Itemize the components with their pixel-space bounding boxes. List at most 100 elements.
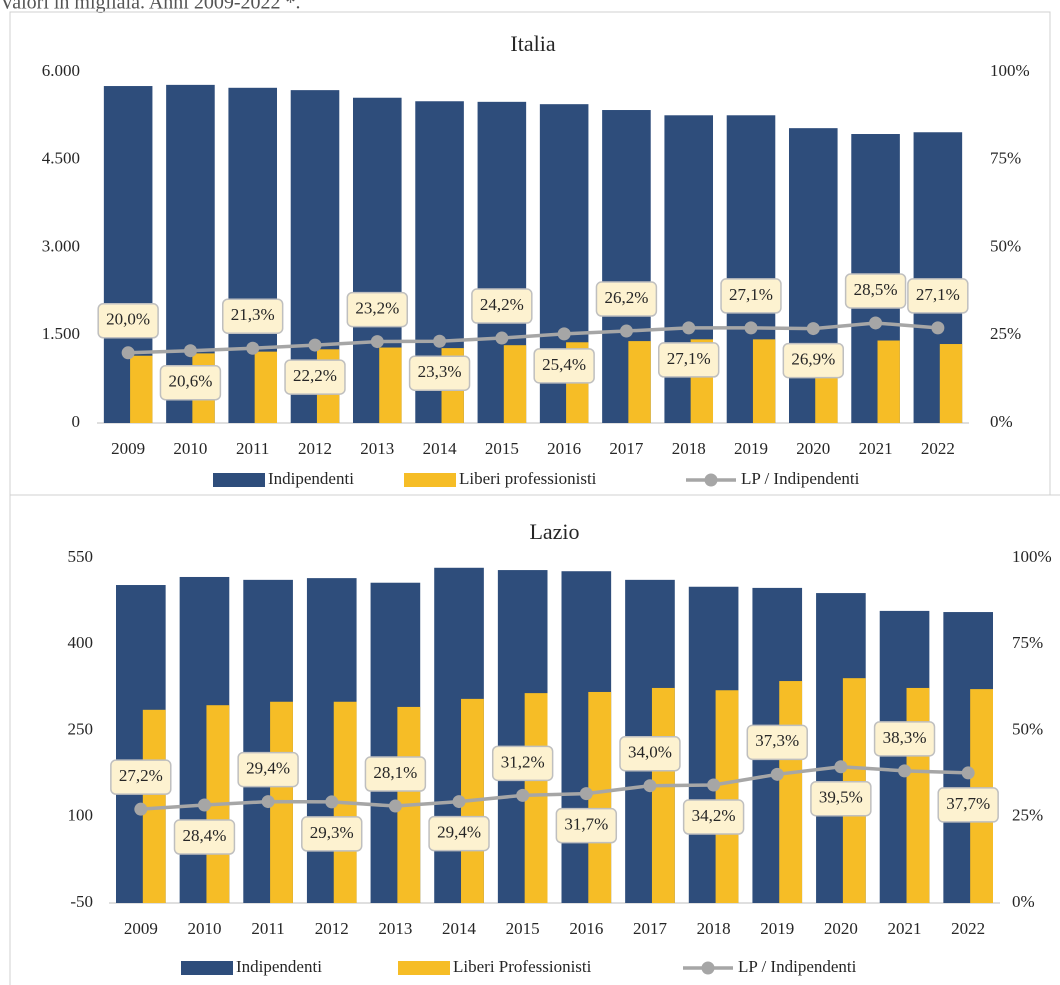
data-label: 31,7%	[564, 815, 608, 834]
data-label-box	[428, 815, 490, 852]
data-label-box	[346, 291, 408, 328]
data-label-box	[173, 819, 236, 855]
y2-tick-label: 75%	[990, 149, 1021, 168]
legend-swatch	[181, 961, 233, 975]
marker	[516, 788, 530, 802]
marker	[134, 802, 148, 816]
line	[140, 764, 969, 811]
y2-tick-label: 0%	[990, 412, 1013, 431]
x-tick-label: 2017	[633, 919, 668, 938]
chart-title: Lazio	[529, 519, 579, 544]
bar	[130, 355, 153, 423]
bar	[588, 691, 612, 903]
bar	[142, 709, 166, 903]
x-tick-label: 2022	[951, 919, 985, 938]
marker	[744, 321, 758, 335]
data-label: 21,3%	[231, 305, 275, 324]
legend-swatch	[701, 961, 715, 975]
marker	[682, 321, 696, 335]
marker	[308, 338, 322, 352]
legend-swatch	[398, 961, 450, 975]
marker	[370, 335, 384, 349]
data-label-box	[937, 787, 999, 823]
data-label: 20,0%	[106, 310, 150, 329]
bar	[503, 345, 527, 423]
marker	[619, 324, 633, 338]
y2-tick-label: 50%	[990, 236, 1021, 255]
data-label: 29,3%	[310, 823, 354, 842]
x-tick-label: 2021	[888, 919, 922, 938]
data-label-box	[301, 816, 363, 852]
marker	[770, 767, 784, 781]
y-tick-label: 6.000	[42, 61, 80, 80]
data-label-box	[237, 751, 299, 788]
marker	[121, 346, 135, 360]
data-label: 28,5%	[854, 280, 898, 299]
marker	[325, 795, 339, 809]
data-label-box	[720, 278, 782, 314]
marker	[183, 344, 197, 358]
marker	[869, 316, 883, 330]
bar	[939, 344, 963, 423]
data-label-box	[907, 278, 969, 314]
data-label-box	[110, 759, 172, 795]
x-tick-label: 2013	[378, 919, 412, 938]
note: Valori in migliaia. Anni 2009-2022 *.	[0, 0, 301, 14]
marker	[707, 778, 721, 792]
y2-tick-label: 25%	[1012, 806, 1043, 825]
x-tick-label: 2016	[569, 919, 603, 938]
marker	[898, 764, 912, 778]
x-tick-label: 2018	[672, 439, 706, 458]
x-tick-label: 2015	[485, 439, 519, 458]
x-tick-label: 2011	[251, 919, 284, 938]
x-tick-label: 2010	[173, 439, 207, 458]
x-tick-label: 2017	[609, 439, 644, 458]
legend-label: Liberi Professionisti	[453, 957, 592, 976]
data-label-box	[658, 342, 720, 378]
y2-tick-label: 25%	[990, 324, 1021, 343]
x-tick-label: 2010	[187, 919, 221, 938]
x-tick-label: 2014	[442, 919, 477, 938]
x-tick-label: 2009	[111, 439, 145, 458]
x-tick-label: 2012	[298, 439, 332, 458]
data-label-box	[408, 355, 471, 391]
bar	[715, 690, 739, 903]
marker	[643, 779, 657, 793]
data-label: 28,4%	[183, 826, 227, 845]
y2-tick-label: 100%	[1012, 547, 1052, 566]
data-label: 26,2%	[604, 288, 648, 307]
marker	[579, 787, 593, 801]
legend-swatch	[704, 473, 718, 487]
data-label-box	[844, 273, 907, 309]
data-label: 24,2%	[480, 295, 524, 314]
marker	[197, 798, 211, 812]
data-label: 28,1%	[373, 763, 417, 782]
marker	[452, 795, 466, 809]
x-tick-label: 2011	[236, 439, 269, 458]
x-tick-label: 2022	[921, 439, 955, 458]
data-label-box	[533, 348, 595, 384]
bar	[628, 341, 651, 423]
data-label: 27,1%	[916, 285, 960, 304]
bar	[877, 340, 900, 423]
x-tick-label: 2015	[506, 919, 540, 938]
data-label: 23,2%	[355, 298, 399, 317]
marker	[246, 341, 260, 355]
panel-frame	[9, 494, 1060, 985]
x-tick-label: 2020	[824, 919, 858, 938]
data-label-box	[159, 364, 222, 401]
x-tick-label: 2013	[360, 439, 394, 458]
legend-label: LP / Indipendenti	[741, 469, 860, 488]
y-tick-label: -50	[70, 892, 93, 911]
y-tick-label: 4.500	[42, 149, 80, 168]
data-label-box	[97, 303, 159, 339]
data-label-box	[364, 756, 427, 792]
data-label-box	[619, 735, 681, 772]
data-label: 34,2%	[692, 806, 736, 825]
data-label-box	[873, 721, 936, 757]
data-label: 31,2%	[501, 752, 545, 771]
x-tick-label: 2020	[796, 439, 830, 458]
data-label: 25,4%	[542, 355, 586, 374]
